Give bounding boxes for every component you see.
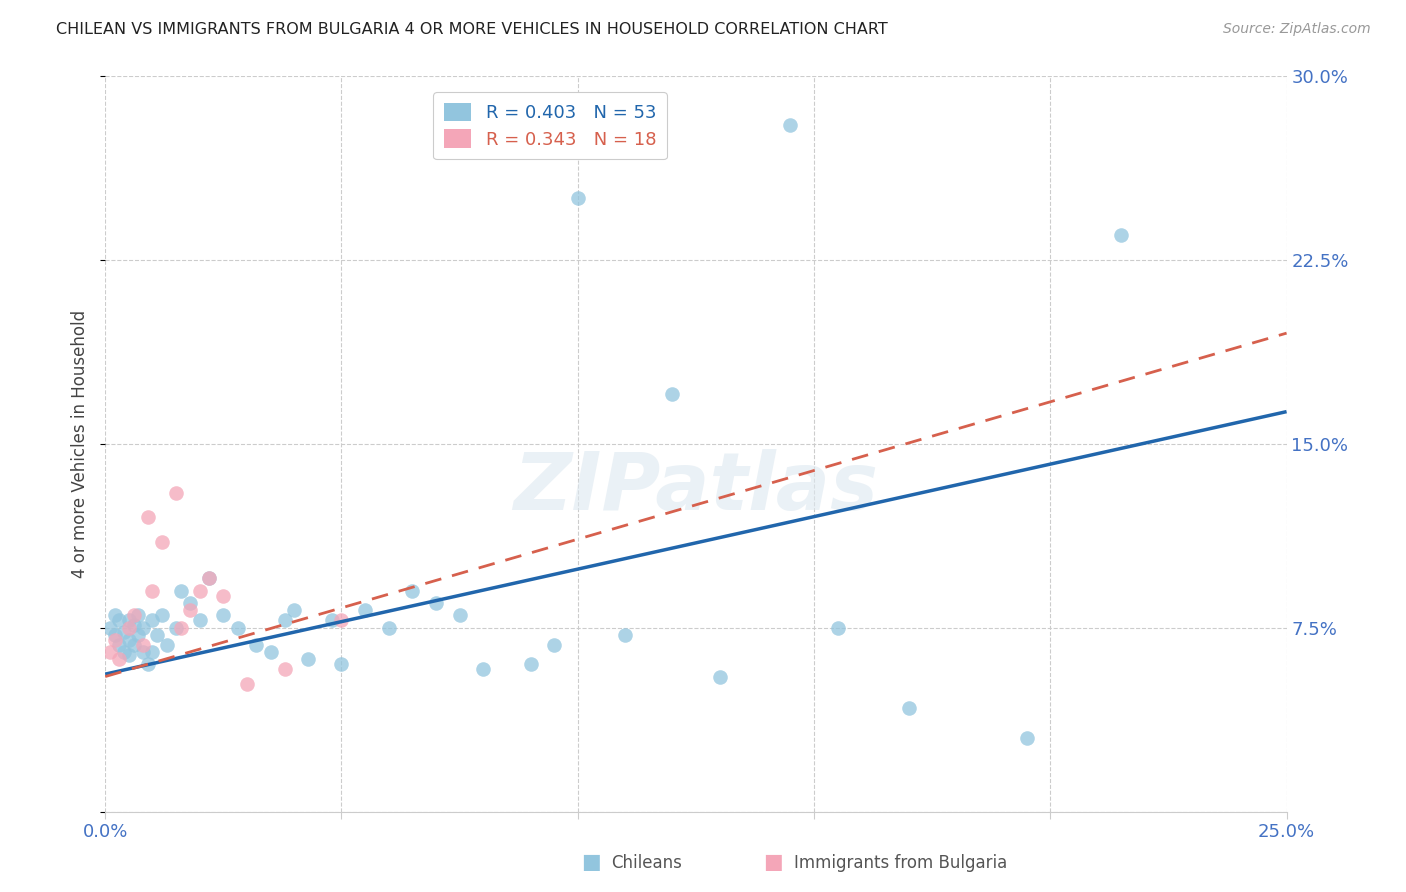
Y-axis label: 4 or more Vehicles in Household: 4 or more Vehicles in Household (72, 310, 89, 578)
Point (198, 571, 221, 585)
Point (330, 613, 353, 627)
Point (132, 620, 155, 634)
Point (132, 645, 155, 659)
Point (274, 613, 297, 627)
Point (104, 632, 127, 647)
Point (449, 608, 471, 623)
Point (198, 571, 221, 585)
Point (170, 620, 193, 634)
Point (897, 701, 920, 715)
Point (170, 583, 193, 598)
Text: ZIPatlas: ZIPatlas (513, 449, 879, 526)
Point (108, 613, 131, 627)
Point (212, 589, 235, 603)
Point (156, 638, 179, 652)
Point (259, 645, 281, 659)
Point (118, 632, 141, 647)
Text: ■: ■ (763, 853, 783, 872)
Point (127, 628, 149, 642)
Point (212, 608, 235, 623)
Text: Chileans: Chileans (612, 855, 682, 872)
Point (472, 662, 495, 676)
Point (827, 620, 849, 634)
Point (425, 596, 447, 610)
Text: ■: ■ (581, 853, 600, 872)
Point (297, 652, 319, 666)
Point (283, 603, 305, 617)
Point (377, 620, 399, 634)
Point (122, 638, 145, 652)
Text: CHILEAN VS IMMIGRANTS FROM BULGARIA 4 OR MORE VEHICLES IN HOUSEHOLD CORRELATION : CHILEAN VS IMMIGRANTS FROM BULGARIA 4 OR… (56, 22, 889, 37)
Point (165, 620, 187, 634)
Point (141, 583, 163, 598)
Point (179, 596, 201, 610)
Point (118, 620, 141, 634)
Point (112, 645, 135, 659)
Point (401, 583, 423, 598)
Point (661, 387, 683, 401)
Point (136, 510, 159, 524)
Point (146, 628, 169, 642)
Point (112, 625, 135, 640)
Point (122, 618, 145, 632)
Point (1109, 227, 1132, 242)
Point (141, 645, 163, 659)
Point (519, 657, 541, 672)
Point (709, 670, 731, 684)
Point (1015, 731, 1038, 745)
Point (150, 534, 173, 549)
Point (108, 652, 131, 666)
Point (779, 118, 801, 132)
Point (188, 613, 211, 627)
Text: Source: ZipAtlas.com: Source: ZipAtlas.com (1223, 22, 1371, 37)
Point (614, 628, 637, 642)
Point (118, 648, 141, 662)
Point (141, 613, 163, 627)
Point (136, 657, 159, 672)
Point (108, 638, 131, 652)
Point (543, 638, 565, 652)
Point (118, 613, 141, 627)
Text: Immigrants from Bulgaria: Immigrants from Bulgaria (794, 855, 1008, 872)
Point (226, 620, 249, 634)
Point (122, 608, 145, 623)
Legend: R = 0.403   N = 53, R = 0.343   N = 18: R = 0.403 N = 53, R = 0.343 N = 18 (433, 92, 666, 160)
Point (274, 662, 297, 676)
Point (179, 603, 201, 617)
Point (132, 638, 155, 652)
Point (150, 608, 173, 623)
Point (354, 603, 377, 617)
Point (330, 657, 353, 672)
Point (98, 620, 121, 634)
Point (104, 608, 127, 623)
Point (567, 191, 589, 205)
Point (127, 608, 149, 623)
Point (188, 583, 211, 598)
Point (165, 485, 187, 500)
Point (321, 613, 343, 627)
Point (104, 628, 127, 642)
Point (98, 645, 121, 659)
Point (245, 638, 267, 652)
Point (236, 677, 259, 691)
